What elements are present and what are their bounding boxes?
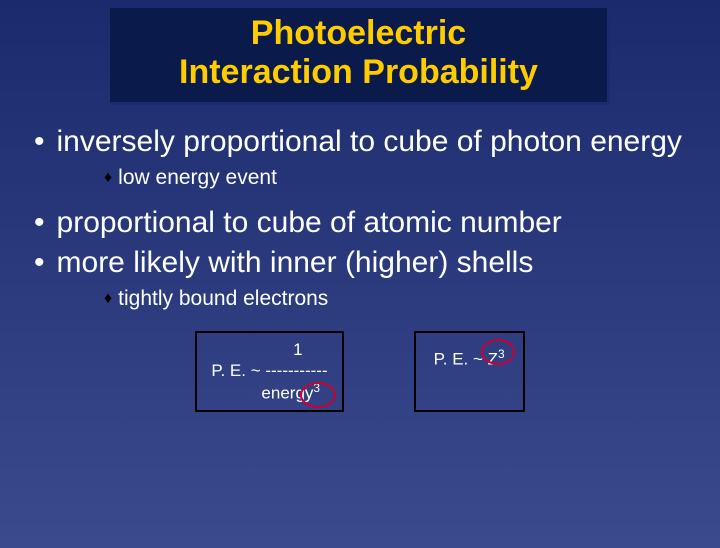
formula1-mid: P. E. ~ -----------	[211, 360, 327, 381]
formula2-text: P. E. ~ Z	[434, 349, 498, 368]
bullet-3-sub-text: tightly bound electrons	[118, 287, 328, 311]
formula1-top: 1	[211, 339, 327, 360]
diamond-icon: ♦	[104, 169, 112, 187]
bullet-3-text: more likely with inner (higher) shells	[57, 246, 534, 281]
diamond-icon: ♦	[104, 290, 112, 308]
title-line2: Interaction Probability	[179, 53, 538, 91]
title-box: Photoelectric Interaction Probability	[110, 8, 610, 105]
bullet-3: • more likely with inner (higher) shells	[34, 246, 686, 281]
bullet-dot-icon: •	[34, 246, 45, 281]
formula1-denom: energy	[261, 384, 313, 403]
bullet-1-sub-text: low energy event	[118, 166, 277, 190]
bullet-3-sub: ♦ tightly bound electrons	[104, 287, 686, 311]
bullet-2: • proportional to cube of atomic number	[34, 206, 686, 241]
formula-box-1: 1 P. E. ~ ----------- energy3	[195, 331, 343, 412]
formula-box-2: P. E. ~ Z3	[414, 331, 525, 412]
formula2-exp: 3	[498, 347, 505, 361]
bullet-1-text: inversely proportional to cube of photon…	[57, 125, 682, 160]
title-text: Photoelectric Interaction Probability	[130, 14, 587, 92]
content-area: • inversely proportional to cube of phot…	[0, 105, 720, 412]
formula-row: 1 P. E. ~ ----------- energy3 P. E. ~ Z3	[34, 331, 686, 412]
title-line1: Photoelectric	[251, 14, 466, 52]
bullet-dot-icon: •	[34, 206, 45, 241]
bullet-2-text: proportional to cube of atomic number	[57, 206, 562, 241]
bullet-1-sub: ♦ low energy event	[104, 166, 686, 190]
bullet-dot-icon: •	[34, 125, 45, 160]
bullet-1: • inversely proportional to cube of phot…	[34, 125, 686, 160]
formula1-numerator: 1	[293, 340, 302, 359]
formula1-bottom: energy3	[211, 381, 327, 404]
formula1-exp: 3	[313, 381, 320, 395]
